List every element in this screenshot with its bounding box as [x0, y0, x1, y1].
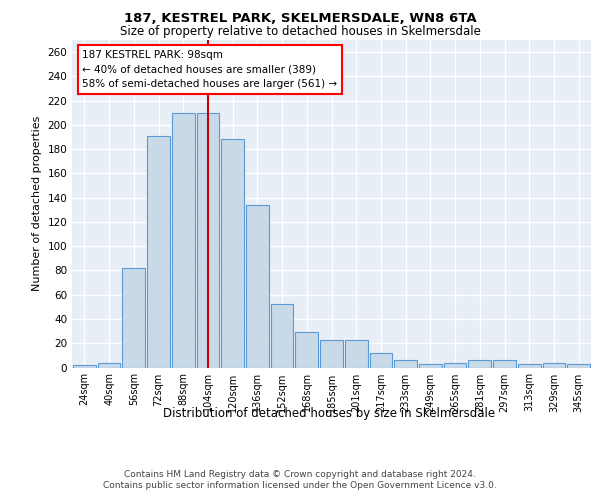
- Y-axis label: Number of detached properties: Number of detached properties: [32, 116, 42, 292]
- Bar: [370, 353, 392, 368]
- Bar: [172, 113, 194, 368]
- Text: 187, KESTREL PARK, SKELMERSDALE, WN8 6TA: 187, KESTREL PARK, SKELMERSDALE, WN8 6TA: [124, 12, 476, 26]
- Bar: [122, 268, 145, 368]
- Text: Size of property relative to detached houses in Skelmersdale: Size of property relative to detached ho…: [119, 25, 481, 38]
- Bar: [493, 360, 516, 368]
- Bar: [542, 362, 565, 368]
- Bar: [73, 365, 96, 368]
- Text: Contains public sector information licensed under the Open Government Licence v3: Contains public sector information licen…: [103, 481, 497, 490]
- Text: 187 KESTREL PARK: 98sqm
← 40% of detached houses are smaller (389)
58% of semi-d: 187 KESTREL PARK: 98sqm ← 40% of detache…: [82, 50, 338, 90]
- Bar: [518, 364, 541, 368]
- Bar: [394, 360, 417, 368]
- Bar: [197, 113, 219, 368]
- Bar: [221, 140, 244, 368]
- Bar: [295, 332, 318, 368]
- Bar: [567, 364, 590, 368]
- Bar: [345, 340, 368, 367]
- Bar: [469, 360, 491, 368]
- Bar: [271, 304, 293, 368]
- Text: Contains HM Land Registry data © Crown copyright and database right 2024.: Contains HM Land Registry data © Crown c…: [124, 470, 476, 479]
- Text: Distribution of detached houses by size in Skelmersdale: Distribution of detached houses by size …: [163, 408, 495, 420]
- Bar: [147, 136, 170, 368]
- Bar: [98, 362, 121, 368]
- Bar: [419, 364, 442, 368]
- Bar: [320, 340, 343, 367]
- Bar: [444, 362, 466, 368]
- Bar: [246, 205, 269, 368]
